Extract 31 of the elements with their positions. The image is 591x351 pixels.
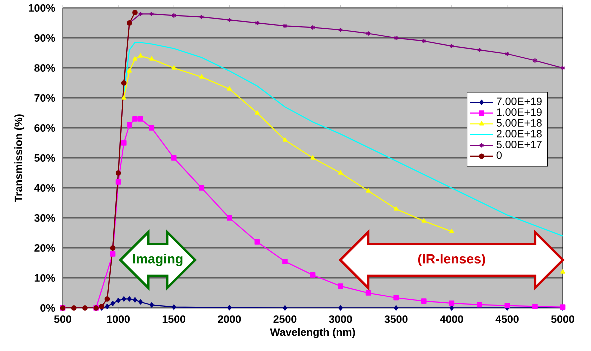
legend-label: 5.00E+17 [496,140,542,148]
legend-label: 7.00E+19 [496,98,542,106]
x-tick-label: 4000 [440,315,464,324]
y-tick-label: 50% [34,154,56,162]
y-tick-label: 10% [34,274,56,282]
y-axis-title: Transmission (%) [14,114,25,202]
x-tick-label: 3000 [329,315,352,324]
x-tick-label: 1500 [162,315,186,324]
y-tick-label: 90% [34,34,56,42]
y-tick-label: 60% [34,124,56,132]
y-tick-label: 40% [34,184,56,192]
x-tick-label: 500 [54,315,72,324]
x-tick-label: 3500 [384,315,408,324]
y-tick-label: 30% [34,214,56,222]
x-tick-label: 2500 [274,315,297,324]
legend-label: 5.00E+18 [496,119,542,127]
y-tick-label: 70% [34,94,56,102]
x-tick-label: 5000 [551,315,574,324]
legend-label: 1.00E+19 [497,108,542,116]
x-tick-label: 2000 [218,315,242,324]
y-tick-label: 80% [34,64,56,72]
y-tick-label: 20% [34,244,56,252]
annotation: Imaging [133,254,183,266]
legend-label: 0 [496,152,502,160]
x-axis-title: Wavelength (nm) [270,328,356,338]
x-tick-label: 1000 [107,315,130,324]
legend-label: 2.00E+18 [496,130,542,138]
y-tick-label: 100% [29,4,56,12]
y-tick-label: 0% [40,304,56,312]
annotation: (IR-lenses) [418,254,486,266]
x-tick-label: 4500 [496,315,519,324]
